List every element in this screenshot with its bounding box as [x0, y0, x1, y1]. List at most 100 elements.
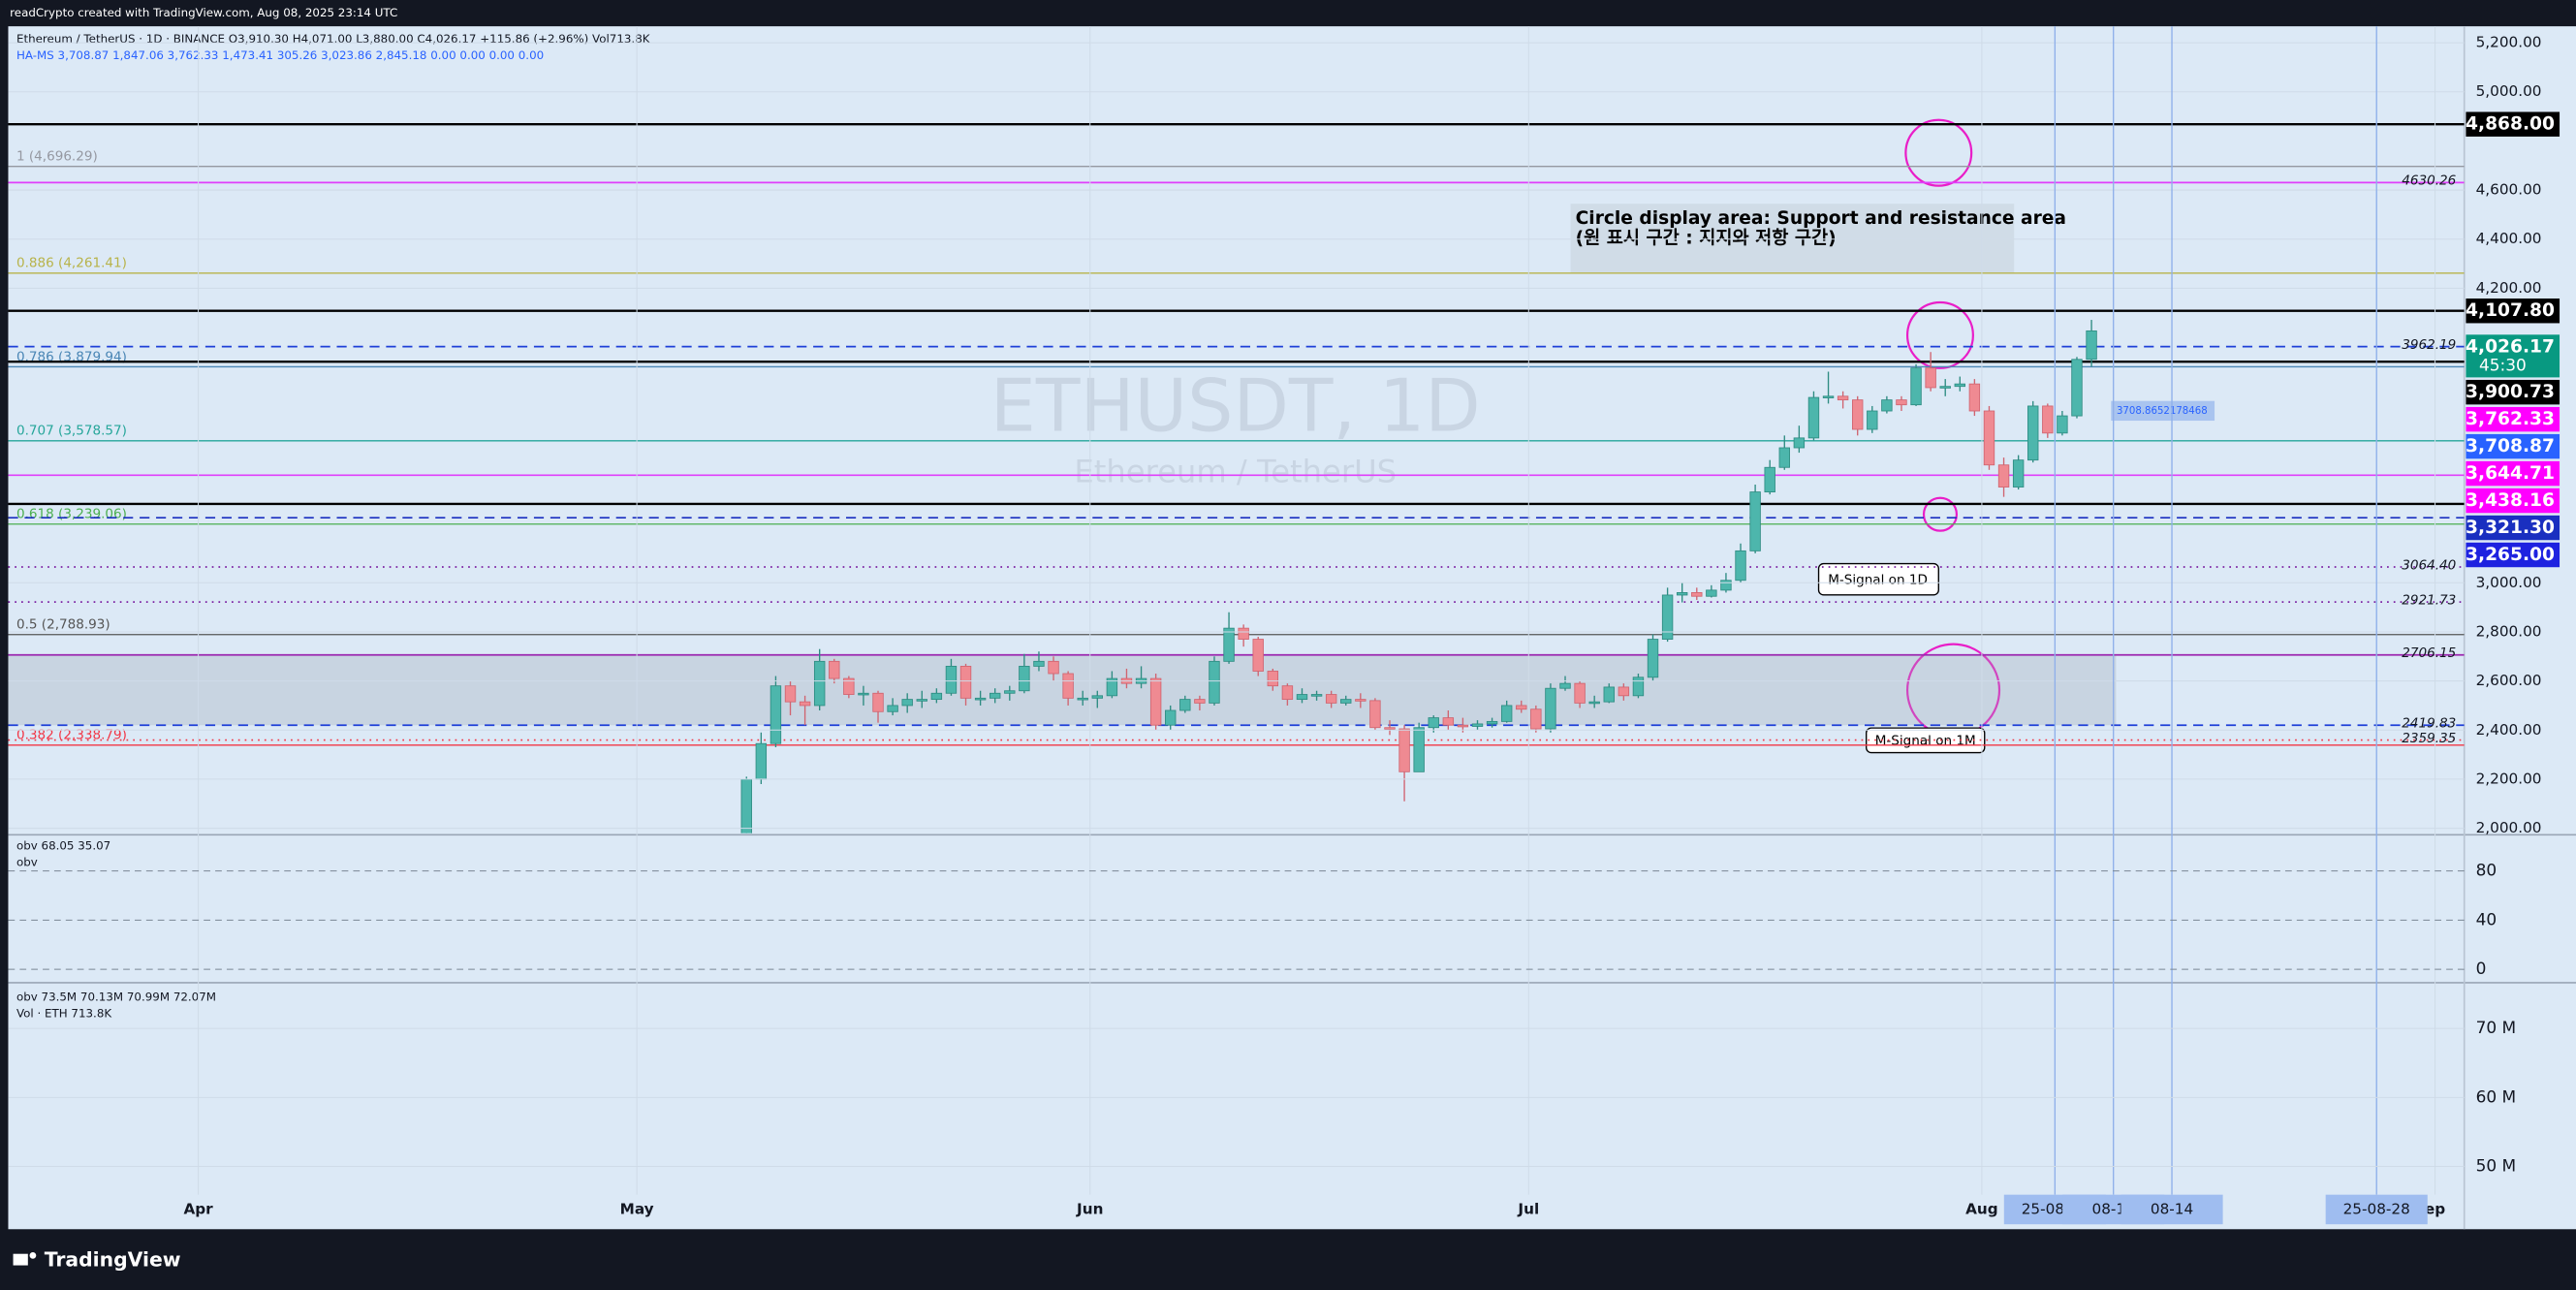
candle-body [1106, 677, 1118, 697]
y-tick-label: 2,600.00 [2476, 672, 2542, 689]
candle-body [1062, 673, 1074, 699]
price-label: 3,438.16 [2466, 490, 2555, 511]
date-marker-box [2120, 1194, 2223, 1225]
x-tick-label: Jul [1517, 1200, 1539, 1217]
level-label: 2419.83 [2402, 716, 2456, 732]
candle-body [1165, 709, 1177, 726]
candle-body [1822, 395, 1835, 398]
level-label: 4630.26 [2402, 173, 2456, 189]
osc-legend: obv 68.05 35.07 [16, 839, 110, 853]
candle-body [901, 699, 913, 707]
y-tick-label: 5,200.00 [2476, 34, 2542, 51]
candle-body [1428, 717, 1439, 729]
candle-body [1209, 660, 1220, 704]
candle-body [1807, 396, 1820, 439]
vol-legend: Vol · ETH 713.8K [16, 1007, 112, 1021]
candle-body [829, 660, 840, 679]
candle-body [1647, 639, 1659, 678]
level-label: 2921.73 [2402, 592, 2456, 608]
candle-body [1238, 627, 1249, 640]
candle-body [1939, 386, 1951, 389]
price-label-sub: 45:30 [2479, 356, 2527, 375]
candle-body [1077, 697, 1088, 701]
candle-body [784, 685, 797, 703]
vol-tick-label: 60 M [2476, 1086, 2517, 1106]
chart-background [8, 26, 2576, 1230]
candle-body [1530, 708, 1542, 730]
candle-body [1033, 660, 1045, 667]
y-tick-label: 4,600.00 [2476, 181, 2542, 199]
candle-body [1310, 694, 1323, 697]
y-tick-label: 2,000.00 [2476, 819, 2542, 836]
x-tick-label: Jun [1076, 1200, 1103, 1217]
x-tick-label: Aug [1965, 1200, 1998, 1217]
candle-body [1340, 699, 1352, 704]
y-tick-label: 2,800.00 [2476, 622, 2542, 640]
candle-body [1179, 699, 1191, 711]
candle-body [1749, 491, 1761, 551]
candle-body [1632, 676, 1645, 697]
price-label: 3,708.87 [2466, 436, 2555, 456]
price-label: 4,107.80 [2466, 300, 2555, 321]
candle-body [1471, 723, 1484, 727]
price-label-box [2466, 406, 2560, 432]
candle-body [1559, 682, 1571, 689]
candle-body [1398, 728, 1410, 772]
candle-body [974, 697, 987, 701]
candle-body [989, 692, 1001, 699]
y-tick-label: 2,400.00 [2476, 721, 2542, 739]
level-label: 2706.15 [2402, 645, 2456, 661]
y-tick-label: 4,400.00 [2476, 230, 2542, 247]
callout [1817, 562, 1939, 596]
candle-body [1881, 399, 1893, 412]
candle-body [1706, 589, 1717, 597]
candle-body [2071, 359, 2083, 417]
candle-body [1954, 383, 1966, 388]
note: (원 표시 구간 : 지지와 저항 구간) [1576, 228, 1837, 248]
note: Circle display area: Support and resista… [1576, 208, 2066, 229]
vol-tick-label: 50 M [2476, 1155, 2517, 1175]
date-marker-label: 25-08-28 [2343, 1200, 2410, 1217]
candle-body [770, 685, 782, 744]
candle-body [1516, 705, 1527, 710]
candle-body [2086, 330, 2097, 361]
candle-body [930, 692, 943, 701]
candle-body [1296, 694, 1308, 701]
candle-body [1588, 701, 1600, 705]
price-label-box [2466, 515, 2560, 541]
candle-body [1384, 727, 1396, 730]
fib-label: 0.382 (2,338.79) [16, 728, 127, 743]
price-label-box [2466, 460, 2560, 487]
candle-body [1223, 627, 1235, 662]
candle-body [843, 677, 855, 695]
fib-label: 0.707 (3,578.57) [16, 424, 127, 439]
date-marker-label: 08-14 [2151, 1200, 2193, 1217]
fib-label: 0.618 (3,239.06) [16, 507, 127, 522]
candle-body [858, 692, 869, 696]
candle-body [1997, 464, 2010, 488]
fib-label: 1 (4,696.29) [16, 149, 98, 165]
candle-body [1486, 720, 1498, 725]
zone [8, 654, 2117, 726]
candle-body [1661, 594, 1674, 640]
candle-body [755, 742, 768, 780]
watermark-sub: Ethereum / TetherUS [1074, 453, 1397, 489]
candle-body [1325, 694, 1337, 704]
candle-body [1764, 466, 1775, 493]
candle-body [1603, 686, 1615, 703]
y-tick-label: 5,000.00 [2476, 82, 2542, 100]
indicator-legend: HA-MS 3,708.87 1,847.06 3,762.33 1,473.4… [16, 48, 544, 62]
candle-body [1252, 639, 1264, 672]
candle-body [945, 665, 958, 694]
candle-body [1267, 671, 1279, 687]
level-label: 2359.35 [2402, 731, 2456, 746]
y-tick-label: 4,200.00 [2476, 279, 2542, 297]
note-box [1570, 204, 2015, 273]
candle-body [1194, 699, 1206, 704]
candle-body [1925, 367, 1936, 389]
price-label: 4,026.17 [2466, 337, 2555, 358]
candle-body [916, 699, 927, 702]
osc-tick-label: 0 [2476, 959, 2487, 978]
price-label: 3,644.71 [2466, 463, 2555, 484]
